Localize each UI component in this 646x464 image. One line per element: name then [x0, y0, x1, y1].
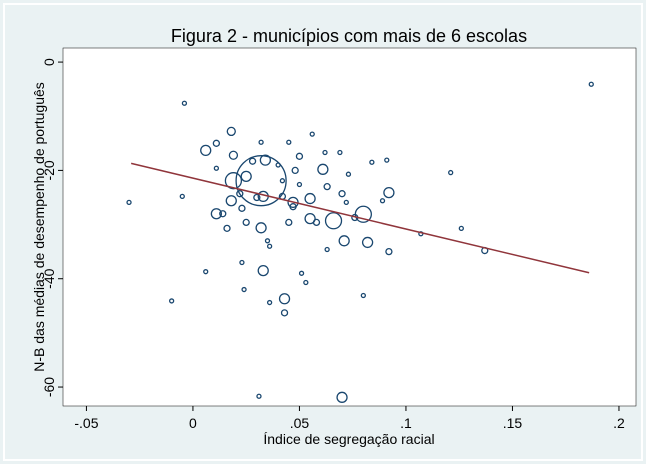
y-axis-title: N-B das médias de desempenho de portuguê…	[31, 82, 47, 372]
point	[255, 222, 267, 234]
point	[203, 269, 209, 275]
point	[379, 198, 386, 204]
point	[369, 159, 375, 165]
point	[312, 218, 321, 227]
point	[226, 126, 236, 137]
point	[345, 171, 352, 177]
point	[286, 139, 292, 145]
y-tick-label: -40	[41, 268, 57, 288]
point	[181, 100, 188, 106]
point	[259, 154, 272, 166]
point	[275, 162, 281, 168]
plot-area	[62, 47, 637, 407]
point	[256, 393, 262, 399]
point	[360, 292, 366, 299]
point	[295, 152, 304, 160]
fit-line	[130, 162, 590, 274]
point	[278, 293, 291, 305]
point	[179, 193, 185, 200]
point	[336, 391, 348, 403]
x-tick-label: .15	[503, 415, 523, 431]
point	[219, 210, 227, 218]
point	[228, 150, 239, 160]
point	[257, 264, 269, 277]
point	[383, 186, 395, 199]
point	[236, 190, 244, 198]
point	[289, 203, 297, 211]
point	[287, 196, 299, 209]
point	[223, 224, 231, 233]
point	[238, 204, 246, 212]
point	[304, 212, 316, 225]
point	[384, 157, 390, 163]
point	[126, 199, 132, 206]
point	[338, 235, 350, 247]
point	[239, 259, 245, 266]
x-tick-label: 0	[189, 415, 197, 431]
point	[240, 170, 252, 183]
point	[212, 139, 221, 147]
point	[324, 246, 330, 253]
point	[266, 243, 273, 249]
point	[298, 270, 305, 276]
point	[280, 309, 289, 317]
point	[296, 181, 303, 188]
x-tick-label: .2	[613, 415, 625, 431]
point	[242, 218, 250, 227]
x-tick-label: -.05	[74, 415, 98, 431]
point	[248, 157, 257, 165]
point	[200, 144, 212, 157]
point	[322, 149, 328, 156]
point	[304, 192, 316, 205]
point	[241, 286, 247, 293]
point	[337, 149, 343, 156]
point	[458, 225, 464, 232]
point	[338, 190, 346, 198]
point	[279, 178, 286, 184]
point	[224, 172, 243, 190]
point	[266, 299, 273, 306]
point	[323, 183, 331, 191]
chart-title: Figura 2 - municípios com mais de 6 esco…	[171, 26, 527, 46]
y-tick-label: -20	[41, 160, 57, 180]
point	[361, 236, 374, 249]
point	[253, 193, 261, 202]
point	[317, 163, 329, 175]
x-axis-title: Índice de segregação racial	[263, 431, 434, 447]
point	[303, 279, 309, 286]
y-tick-label: -60	[41, 377, 57, 397]
point	[235, 155, 287, 207]
point	[264, 238, 271, 244]
point	[448, 169, 454, 176]
point	[324, 212, 343, 230]
point	[291, 166, 299, 175]
point	[588, 81, 594, 87]
point	[213, 165, 220, 171]
x-tick-label: .05	[290, 415, 310, 431]
point	[285, 218, 293, 227]
y-tick-label: 0	[41, 58, 57, 66]
point	[385, 247, 393, 256]
point	[354, 205, 372, 223]
point	[258, 139, 264, 145]
point	[225, 195, 237, 207]
point	[210, 208, 223, 220]
point	[343, 199, 349, 206]
point	[168, 298, 175, 304]
x-tick-label: .1	[400, 415, 412, 431]
point	[309, 131, 315, 137]
